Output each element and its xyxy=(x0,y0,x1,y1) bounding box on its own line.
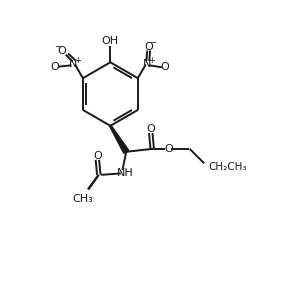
Text: O: O xyxy=(58,46,66,56)
Text: +: + xyxy=(148,56,155,65)
Text: O: O xyxy=(161,62,170,72)
Text: N: N xyxy=(143,60,151,69)
Text: +: + xyxy=(74,56,81,65)
Text: NH: NH xyxy=(117,168,133,178)
Polygon shape xyxy=(110,125,129,153)
Text: O: O xyxy=(144,42,153,52)
Text: −: − xyxy=(55,43,61,52)
Text: O: O xyxy=(146,124,155,134)
Text: CH₂CH₃: CH₂CH₃ xyxy=(209,162,247,172)
Text: N: N xyxy=(69,60,78,69)
Text: O: O xyxy=(50,62,59,72)
Text: O: O xyxy=(93,151,102,161)
Text: CH₃: CH₃ xyxy=(73,194,94,204)
Text: OH: OH xyxy=(102,36,119,46)
Text: −: − xyxy=(149,39,156,48)
Text: O: O xyxy=(164,144,173,154)
